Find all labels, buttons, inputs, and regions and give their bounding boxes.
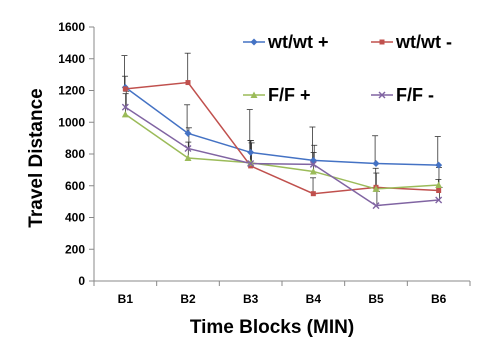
data-point-stroke <box>247 160 255 168</box>
y-tick-label: 1000 <box>58 115 85 129</box>
data-point <box>250 38 258 46</box>
y-tick-label: 600 <box>65 179 85 193</box>
x-axis-title: Time Blocks (MIN) <box>190 317 354 338</box>
data-point <box>184 129 192 137</box>
data-point <box>122 86 128 92</box>
y-tick-label: 400 <box>65 211 85 225</box>
data-point <box>435 181 443 188</box>
data-point-stroke <box>309 160 317 168</box>
series-line <box>124 86 439 166</box>
data-point <box>435 196 443 204</box>
data-point-stroke <box>435 196 443 204</box>
series-line <box>124 106 439 207</box>
y-tick-label: 0 <box>78 274 85 288</box>
data-point-stroke <box>121 103 129 111</box>
data-point <box>250 91 258 98</box>
legend-label: F/F - <box>396 85 434 105</box>
legend-label: wt/wt - <box>395 32 452 52</box>
data-point <box>184 144 192 152</box>
error-bars-layer <box>121 52 443 206</box>
legend: wt/wt + wt/wt - F/F + F/F - <box>243 32 452 105</box>
data-point <box>379 39 385 45</box>
legend-item: wt/wt - <box>371 32 452 52</box>
y-tick-label: 800 <box>65 147 85 161</box>
x-tick-label: B6 <box>431 292 447 306</box>
series-line <box>124 113 439 190</box>
x-tick-label: B4 <box>306 292 322 306</box>
legend-label: wt/wt + <box>267 32 329 52</box>
data-point <box>309 160 317 168</box>
legend-label: F/F + <box>268 85 311 105</box>
y-axis-title: Travel Distance <box>26 88 47 227</box>
legend-item: F/F - <box>371 85 434 105</box>
data-point <box>185 80 191 86</box>
y-tick-label: 1200 <box>58 84 85 98</box>
x-tick-label: B5 <box>368 292 384 306</box>
data-point <box>372 202 380 210</box>
data-point <box>248 163 254 169</box>
data-point <box>184 154 192 161</box>
data-point <box>435 161 443 169</box>
legend-item: F/F + <box>243 85 311 105</box>
y-tick-label: 1600 <box>58 20 85 34</box>
data-point <box>436 188 442 194</box>
y-tick-label: 1400 <box>58 52 85 66</box>
axes-layer: 0 200 400 600 800 1000 1200 1400 1600 B1 B2 B3 B4 B5 B… <box>58 20 471 306</box>
series-markers-layer <box>121 80 443 210</box>
data-point <box>378 91 386 99</box>
data-point-stroke <box>378 91 386 99</box>
data-point-stroke <box>372 202 380 210</box>
series-lines-layer <box>124 81 439 207</box>
data-point <box>372 185 380 192</box>
x-tick-label: B1 <box>118 292 134 306</box>
data-point <box>310 191 316 197</box>
x-tick-label: B2 <box>180 292 196 306</box>
data-point <box>247 148 255 156</box>
x-tick-label: B3 <box>243 292 259 306</box>
y-tick-label: 200 <box>65 242 85 256</box>
data-point <box>121 110 129 118</box>
data-point <box>247 160 255 168</box>
data-point <box>247 159 255 166</box>
data-point <box>309 167 317 175</box>
data-point <box>372 160 380 168</box>
data-point-stroke <box>184 144 192 152</box>
data-point <box>121 103 129 111</box>
legend-item: wt/wt + <box>243 32 329 52</box>
